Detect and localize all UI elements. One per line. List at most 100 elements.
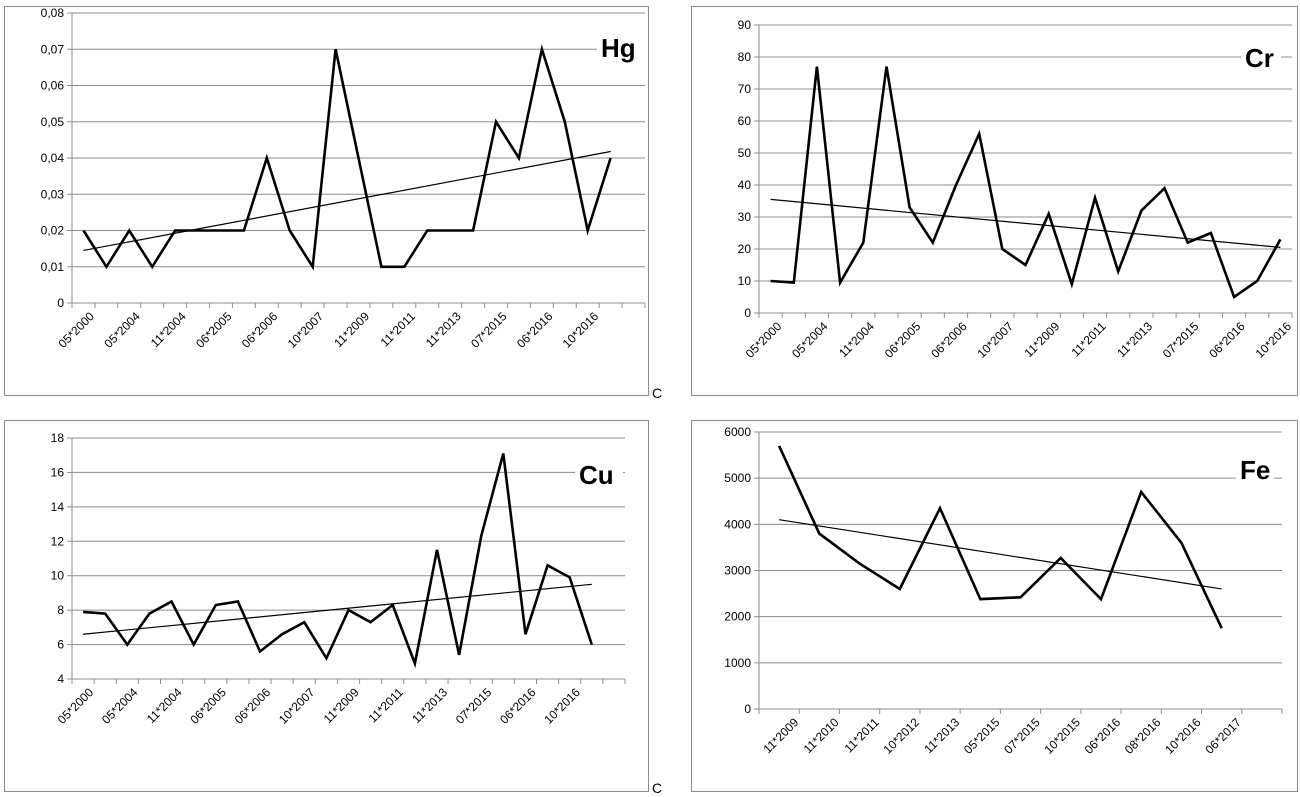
stray-mark-2: C	[652, 780, 663, 796]
y-tick-label: 10	[51, 569, 65, 583]
y-tick-label: 70	[738, 82, 752, 96]
x-tick-label: 06*2016	[1206, 319, 1248, 361]
y-tick-label: 0,08	[41, 6, 65, 20]
x-tick-label: 10*2016	[541, 685, 583, 727]
chart-hg: 0 0,01 0,02 0,03 0,04 0,05 0,06 0,07 0,08 05*2000…	[41, 6, 646, 351]
series-line	[770, 66, 1282, 300]
x-tick-label: 10*2015	[1041, 715, 1083, 757]
x-tick-label: 11*2011	[842, 715, 882, 755]
y-tick-label: 6000	[724, 425, 751, 439]
x-tick-label: 11*2004	[148, 309, 189, 350]
y-tick-label: 60	[738, 114, 752, 128]
trendline	[770, 198, 1281, 248]
y-tick-label: 0,06	[41, 79, 65, 93]
x-tick-label: 05*2004	[789, 319, 831, 361]
x-tick-label: 06*2017	[1202, 715, 1244, 757]
y-tick-label: 16	[51, 465, 65, 479]
x-tick-label: 11*2009	[760, 715, 801, 756]
y-tick-label: 0,01	[41, 260, 65, 274]
y-tick-label: 0	[744, 702, 751, 716]
title-background	[1241, 39, 1281, 75]
y-tick-label: 30	[738, 210, 752, 224]
y-tick-label: 50	[738, 146, 752, 160]
y-tick-label: 8	[57, 603, 64, 617]
x-tick-label: 05*2004	[101, 309, 143, 351]
x-tick-label: 07*2015	[453, 685, 495, 727]
chart-fe-panel: 0 1000 2000 3000 4000 5000 6000 11*2009 11*2010 1…	[691, 420, 1298, 792]
trendline	[83, 150, 611, 252]
y-tick-label: 90	[738, 18, 752, 32]
x-tick-label: 11*2009	[1021, 319, 1062, 360]
x-tick-label: 06*2016	[497, 685, 539, 727]
x-tick-label: 07*2015	[468, 309, 510, 351]
x-tick-label: 06*2016	[1082, 715, 1124, 757]
series-line	[83, 453, 594, 669]
y-tick-label: 4	[57, 672, 64, 686]
chart-cr-panel: 0 10 20 30 40 50 60 70 80 90 05*2000 05*2004 11*2004…	[691, 6, 1298, 396]
x-tick-label: 11*2009	[321, 685, 362, 726]
x-tick-label: 06*2005	[193, 309, 235, 351]
y-tick-label: 2000	[724, 610, 751, 624]
x-tick-label: 05*2000	[56, 309, 98, 351]
series-line	[777, 445, 1223, 629]
x-tick-label: 06*2005	[882, 319, 924, 361]
title-background	[575, 456, 623, 492]
x-tick-label: 05*2000	[743, 319, 785, 361]
chart-hg-panel: 0 0,01 0,02 0,03 0,04 0,05 0,06 0,07 0,08 05*2000…	[4, 6, 649, 396]
x-tick-label: 10*2007	[975, 319, 1017, 361]
y-tick-label: 20	[738, 242, 752, 256]
x-tick-label: 05*2015	[961, 715, 1003, 757]
x-tick-label: 11*2004	[836, 319, 877, 360]
x-tick-label: 05*2004	[99, 685, 141, 727]
y-tick-label: 0,07	[41, 42, 65, 56]
x-tick-label: 06*2006	[232, 685, 274, 727]
chart-cr: 0 10 20 30 40 50 60 70 80 90 05*2000 05*2004 11*2004…	[738, 18, 1295, 361]
x-tick-label: 11*2013	[409, 685, 450, 726]
y-tick-label: 3000	[724, 564, 751, 578]
trendline	[779, 519, 1222, 590]
x-tick-label: 11*2004	[144, 685, 185, 726]
y-tick-label: 10	[738, 274, 752, 288]
x-tick-label: 07*2015	[1160, 319, 1202, 361]
x-tick-label: 10*2016	[1162, 715, 1204, 757]
chart-title: Cu	[579, 460, 614, 490]
series-line	[82, 44, 612, 271]
x-tick-label: 10*2016	[1253, 319, 1295, 361]
y-tick-label: 12	[51, 534, 65, 548]
x-tick-label: 05*2000	[55, 685, 97, 727]
y-tick-label: 80	[738, 50, 752, 64]
trendline	[83, 583, 592, 635]
y-tick-label: 0,02	[41, 224, 65, 238]
y-tick-label: 0,03	[41, 187, 65, 201]
x-tick-label: 11*2013	[1114, 319, 1155, 360]
stray-mark-1: C	[652, 385, 663, 401]
x-tick-label: 11*2011	[1068, 319, 1108, 359]
x-tick-label: 07*2015	[1001, 715, 1043, 757]
y-tick-label: 1000	[724, 656, 751, 670]
y-tick-label: 0	[57, 296, 64, 310]
x-tick-label: 06*2006	[928, 319, 970, 361]
y-tick-label: 14	[51, 500, 65, 514]
x-tick-label: 11*2011	[378, 309, 418, 349]
x-tick-label: 06*2016	[514, 309, 556, 351]
x-tick-label: 06*2005	[187, 685, 229, 727]
x-tick-label: 11*2010	[801, 715, 842, 756]
y-tick-label: 40	[738, 178, 752, 192]
x-tick-label: 11*2013	[423, 309, 464, 350]
x-tick-label: 10*2012	[881, 715, 923, 757]
y-tick-label: 6	[57, 638, 64, 652]
chart-title: Cr	[1245, 43, 1274, 73]
x-tick-label: 11*2013	[921, 715, 962, 756]
y-tick-label: 0	[744, 306, 751, 320]
x-tick-label: 08*2016	[1122, 715, 1164, 757]
y-tick-label: 0,05	[41, 115, 65, 129]
x-tick-label: 10*2007	[285, 309, 327, 351]
y-tick-label: 5000	[724, 471, 751, 485]
title-background	[1236, 451, 1274, 487]
x-tick-label: 10*2016	[560, 309, 602, 351]
chart-title: Hg	[601, 33, 636, 63]
y-tick-label: 18	[51, 431, 65, 445]
chart-title: Fe	[1240, 455, 1270, 485]
